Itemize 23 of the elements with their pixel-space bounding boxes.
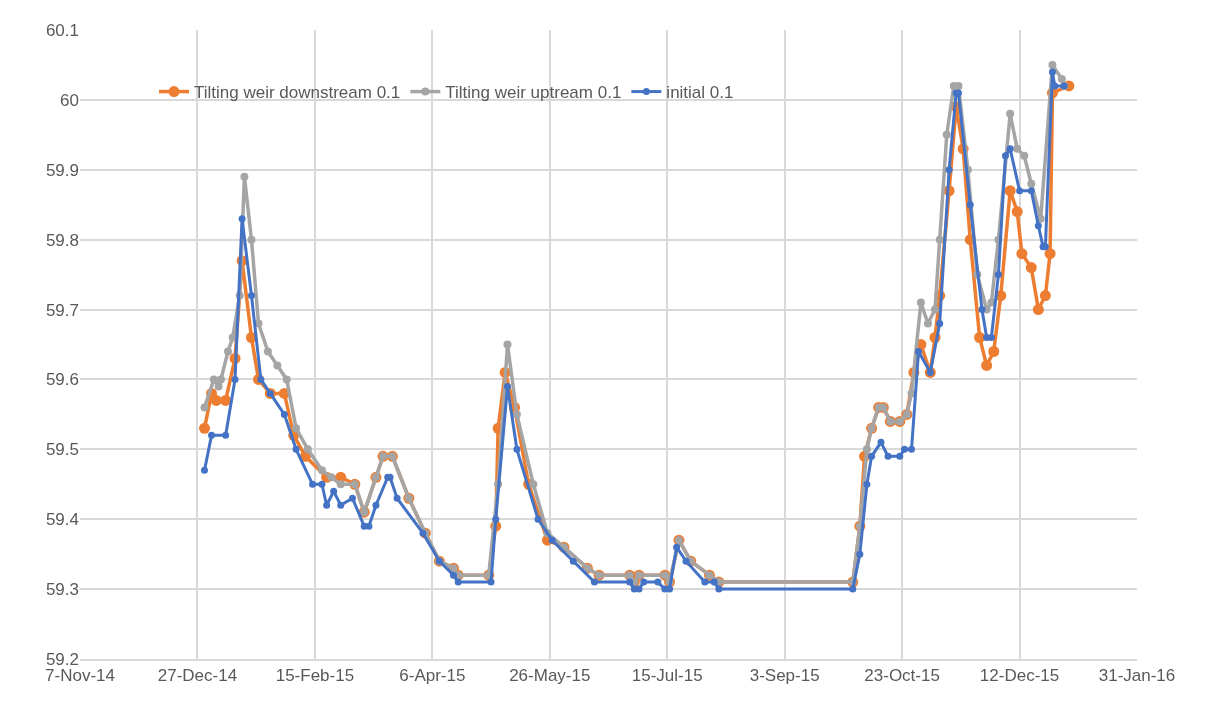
- x-tick-label: 15-Feb-15: [275, 666, 355, 686]
- y-tick-label: 59.2: [45, 649, 79, 669]
- legend-label: initial 0.1: [666, 83, 734, 103]
- y-tick-label: 59.3: [45, 580, 79, 600]
- y-tick-label: 59.7: [45, 300, 79, 320]
- x-tick-label: 26-May-15: [509, 666, 591, 686]
- y-tick-label: 60: [60, 90, 79, 110]
- x-tick-label: 7-Nov-14: [45, 666, 115, 686]
- x-tick-label: 27-Dec-14: [157, 666, 238, 686]
- y-tick-label: 59.6: [45, 370, 79, 390]
- y-tick-label: 59.5: [45, 440, 79, 460]
- y-tick-label: 59.8: [45, 230, 79, 250]
- legend-label: Tilting weir downstream 0.1: [193, 83, 401, 103]
- legend-label: Tilting weir uptream 0.1: [445, 83, 622, 103]
- y-tick-label: 60.1: [45, 20, 79, 40]
- x-tick-label: 23-Oct-15: [864, 666, 940, 686]
- x-tick-label: 12-Dec-15: [979, 666, 1060, 686]
- y-tick-label: 59.4: [45, 510, 79, 530]
- x-tick-label: 3-Sep-15: [749, 666, 820, 686]
- x-tick-label: 15-Jul-15: [631, 666, 703, 686]
- y-tick-label: 59.9: [45, 160, 79, 180]
- x-tick-label: 6-Apr-15: [399, 666, 466, 686]
- x-tick-label: 31-Jan-16: [1098, 666, 1176, 686]
